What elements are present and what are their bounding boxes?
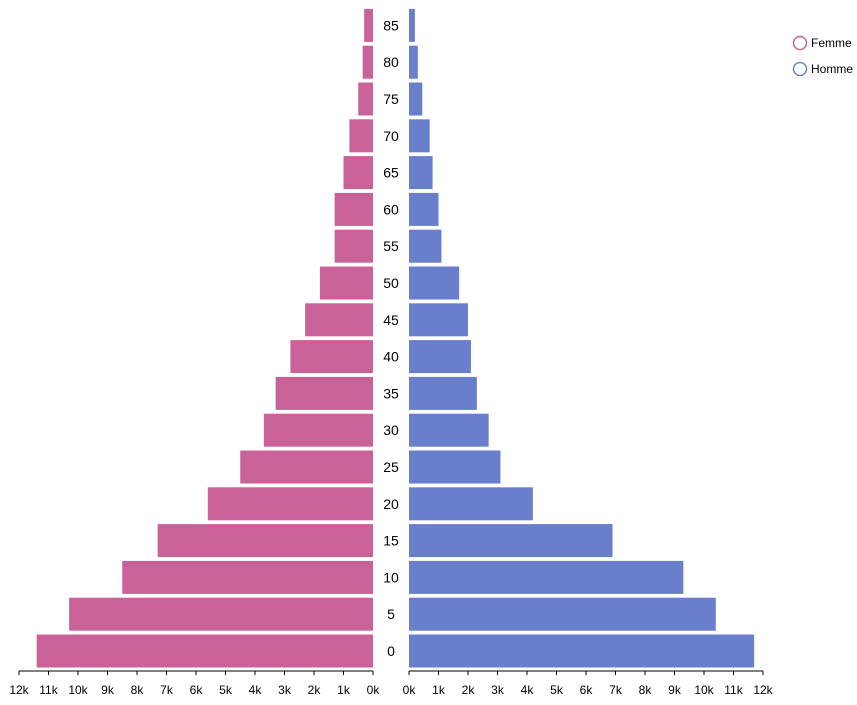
right-tick-label: 2k [462, 683, 476, 697]
age-label-20: 20 [383, 496, 399, 512]
legend-label-femme: Femme [811, 36, 852, 50]
age-label-5: 5 [387, 606, 395, 622]
homme-bars [409, 8, 755, 668]
femme-bar-70 [349, 119, 373, 153]
left-tick-label: 8k [131, 683, 145, 697]
homme-bar-30 [409, 413, 489, 447]
femme-bar-50 [319, 266, 373, 300]
right-x-axis: 0k 1k 2k 3k 4k 5k 6k 7k 8k 9k 10k 11k 12k [403, 670, 774, 697]
right-tick-label: 8k [639, 683, 653, 697]
left-tick-label: 11k [39, 683, 58, 697]
femme-bar-65 [343, 156, 373, 190]
femme-bar-25 [240, 450, 373, 484]
age-label-75: 75 [383, 91, 399, 107]
femme-bar-60 [334, 192, 373, 226]
homme-bar-75 [409, 82, 423, 116]
age-label-70: 70 [383, 128, 399, 144]
femme-bar-35 [275, 376, 373, 410]
right-tick-label: 7k [609, 683, 623, 697]
age-label-65: 65 [383, 165, 399, 181]
homme-bar-40 [409, 340, 471, 374]
right-tick-label: 6k [580, 683, 594, 697]
femme-bar-15 [157, 524, 373, 558]
right-tick-label: 1k [432, 683, 446, 697]
femme-bar-5 [69, 597, 374, 631]
age-label-0: 0 [387, 643, 395, 659]
age-label-85: 85 [383, 17, 399, 33]
homme-bar-80 [409, 45, 418, 79]
legend-label-homme: Homme [811, 62, 853, 76]
age-label-25: 25 [383, 459, 399, 475]
left-tick-label: 0k [367, 683, 381, 697]
left-tick-label: 7k [160, 683, 174, 697]
left-x-axis: 12k 11k 10k 9k 8k 7k 6k 5k 4k 3k 2k 1k 0k [9, 670, 381, 697]
age-label-55: 55 [383, 238, 399, 254]
right-tick-label: 10k [694, 683, 714, 697]
homme-bar-0 [409, 634, 755, 668]
right-tick-label: 4k [521, 683, 535, 697]
age-label-10: 10 [383, 569, 399, 585]
homme-bar-10 [409, 560, 684, 594]
left-tick-label: 12k [9, 683, 29, 697]
left-tick-label: 9k [101, 683, 115, 697]
homme-bar-65 [409, 156, 433, 190]
left-tick-label: 6k [190, 683, 204, 697]
femme-bar-0 [36, 634, 373, 668]
femme-bar-75 [358, 82, 373, 116]
right-tick-label: 0k [403, 683, 417, 697]
homme-bar-15 [409, 524, 613, 558]
age-label-50: 50 [383, 275, 399, 291]
right-tick-label: 11k [724, 683, 743, 697]
left-tick-label: 5k [219, 683, 233, 697]
femme-bar-40 [290, 340, 373, 374]
legend-marker-homme[interactable] [792, 61, 808, 77]
age-label-80: 80 [383, 54, 399, 70]
left-tick-label: 10k [68, 683, 88, 697]
femme-bar-30 [263, 413, 373, 447]
age-label-45: 45 [383, 312, 399, 328]
homme-bar-45 [409, 303, 468, 337]
age-label-40: 40 [383, 349, 399, 365]
age-label-30: 30 [383, 422, 399, 438]
right-tick-label: 3k [491, 683, 505, 697]
age-label-35: 35 [383, 385, 399, 401]
femme-bar-55 [334, 229, 373, 263]
femme-bar-45 [305, 303, 373, 337]
age-label-15: 15 [383, 533, 399, 549]
right-tick-label: 5k [550, 683, 564, 697]
homme-bar-35 [409, 376, 477, 410]
legend: Femme Homme [792, 35, 853, 77]
femme-bar-85 [364, 8, 373, 42]
left-tick-label: 4k [249, 683, 263, 697]
homme-bar-60 [409, 192, 439, 226]
age-labels: 0 5 10 15 20 25 30 35 40 45 50 55 60 65 70 75 80 85 [383, 17, 399, 659]
femme-bars [36, 8, 374, 668]
right-tick-label: 12k [753, 683, 773, 697]
legend-marker-femme[interactable] [792, 35, 808, 51]
homme-bar-55 [409, 229, 442, 263]
homme-bar-25 [409, 450, 501, 484]
homme-bar-85 [409, 8, 415, 42]
homme-bar-70 [409, 119, 430, 153]
right-tick-label: 9k [668, 683, 682, 697]
homme-bar-20 [409, 487, 533, 521]
femme-bar-20 [207, 487, 373, 521]
age-label-60: 60 [383, 201, 399, 217]
femme-bar-10 [122, 560, 373, 594]
left-tick-label: 2k [308, 683, 322, 697]
femme-bar-80 [362, 45, 373, 79]
left-tick-label: 3k [278, 683, 292, 697]
homme-bar-5 [409, 597, 716, 631]
left-tick-label: 1k [337, 683, 351, 697]
homme-bar-50 [409, 266, 460, 300]
